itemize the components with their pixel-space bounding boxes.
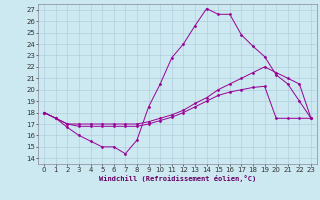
X-axis label: Windchill (Refroidissement éolien,°C): Windchill (Refroidissement éolien,°C): [99, 175, 256, 182]
